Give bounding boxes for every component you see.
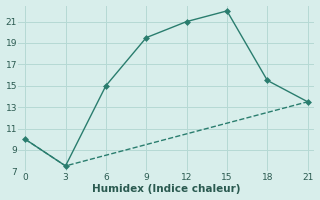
X-axis label: Humidex (Indice chaleur): Humidex (Indice chaleur) <box>92 184 241 194</box>
